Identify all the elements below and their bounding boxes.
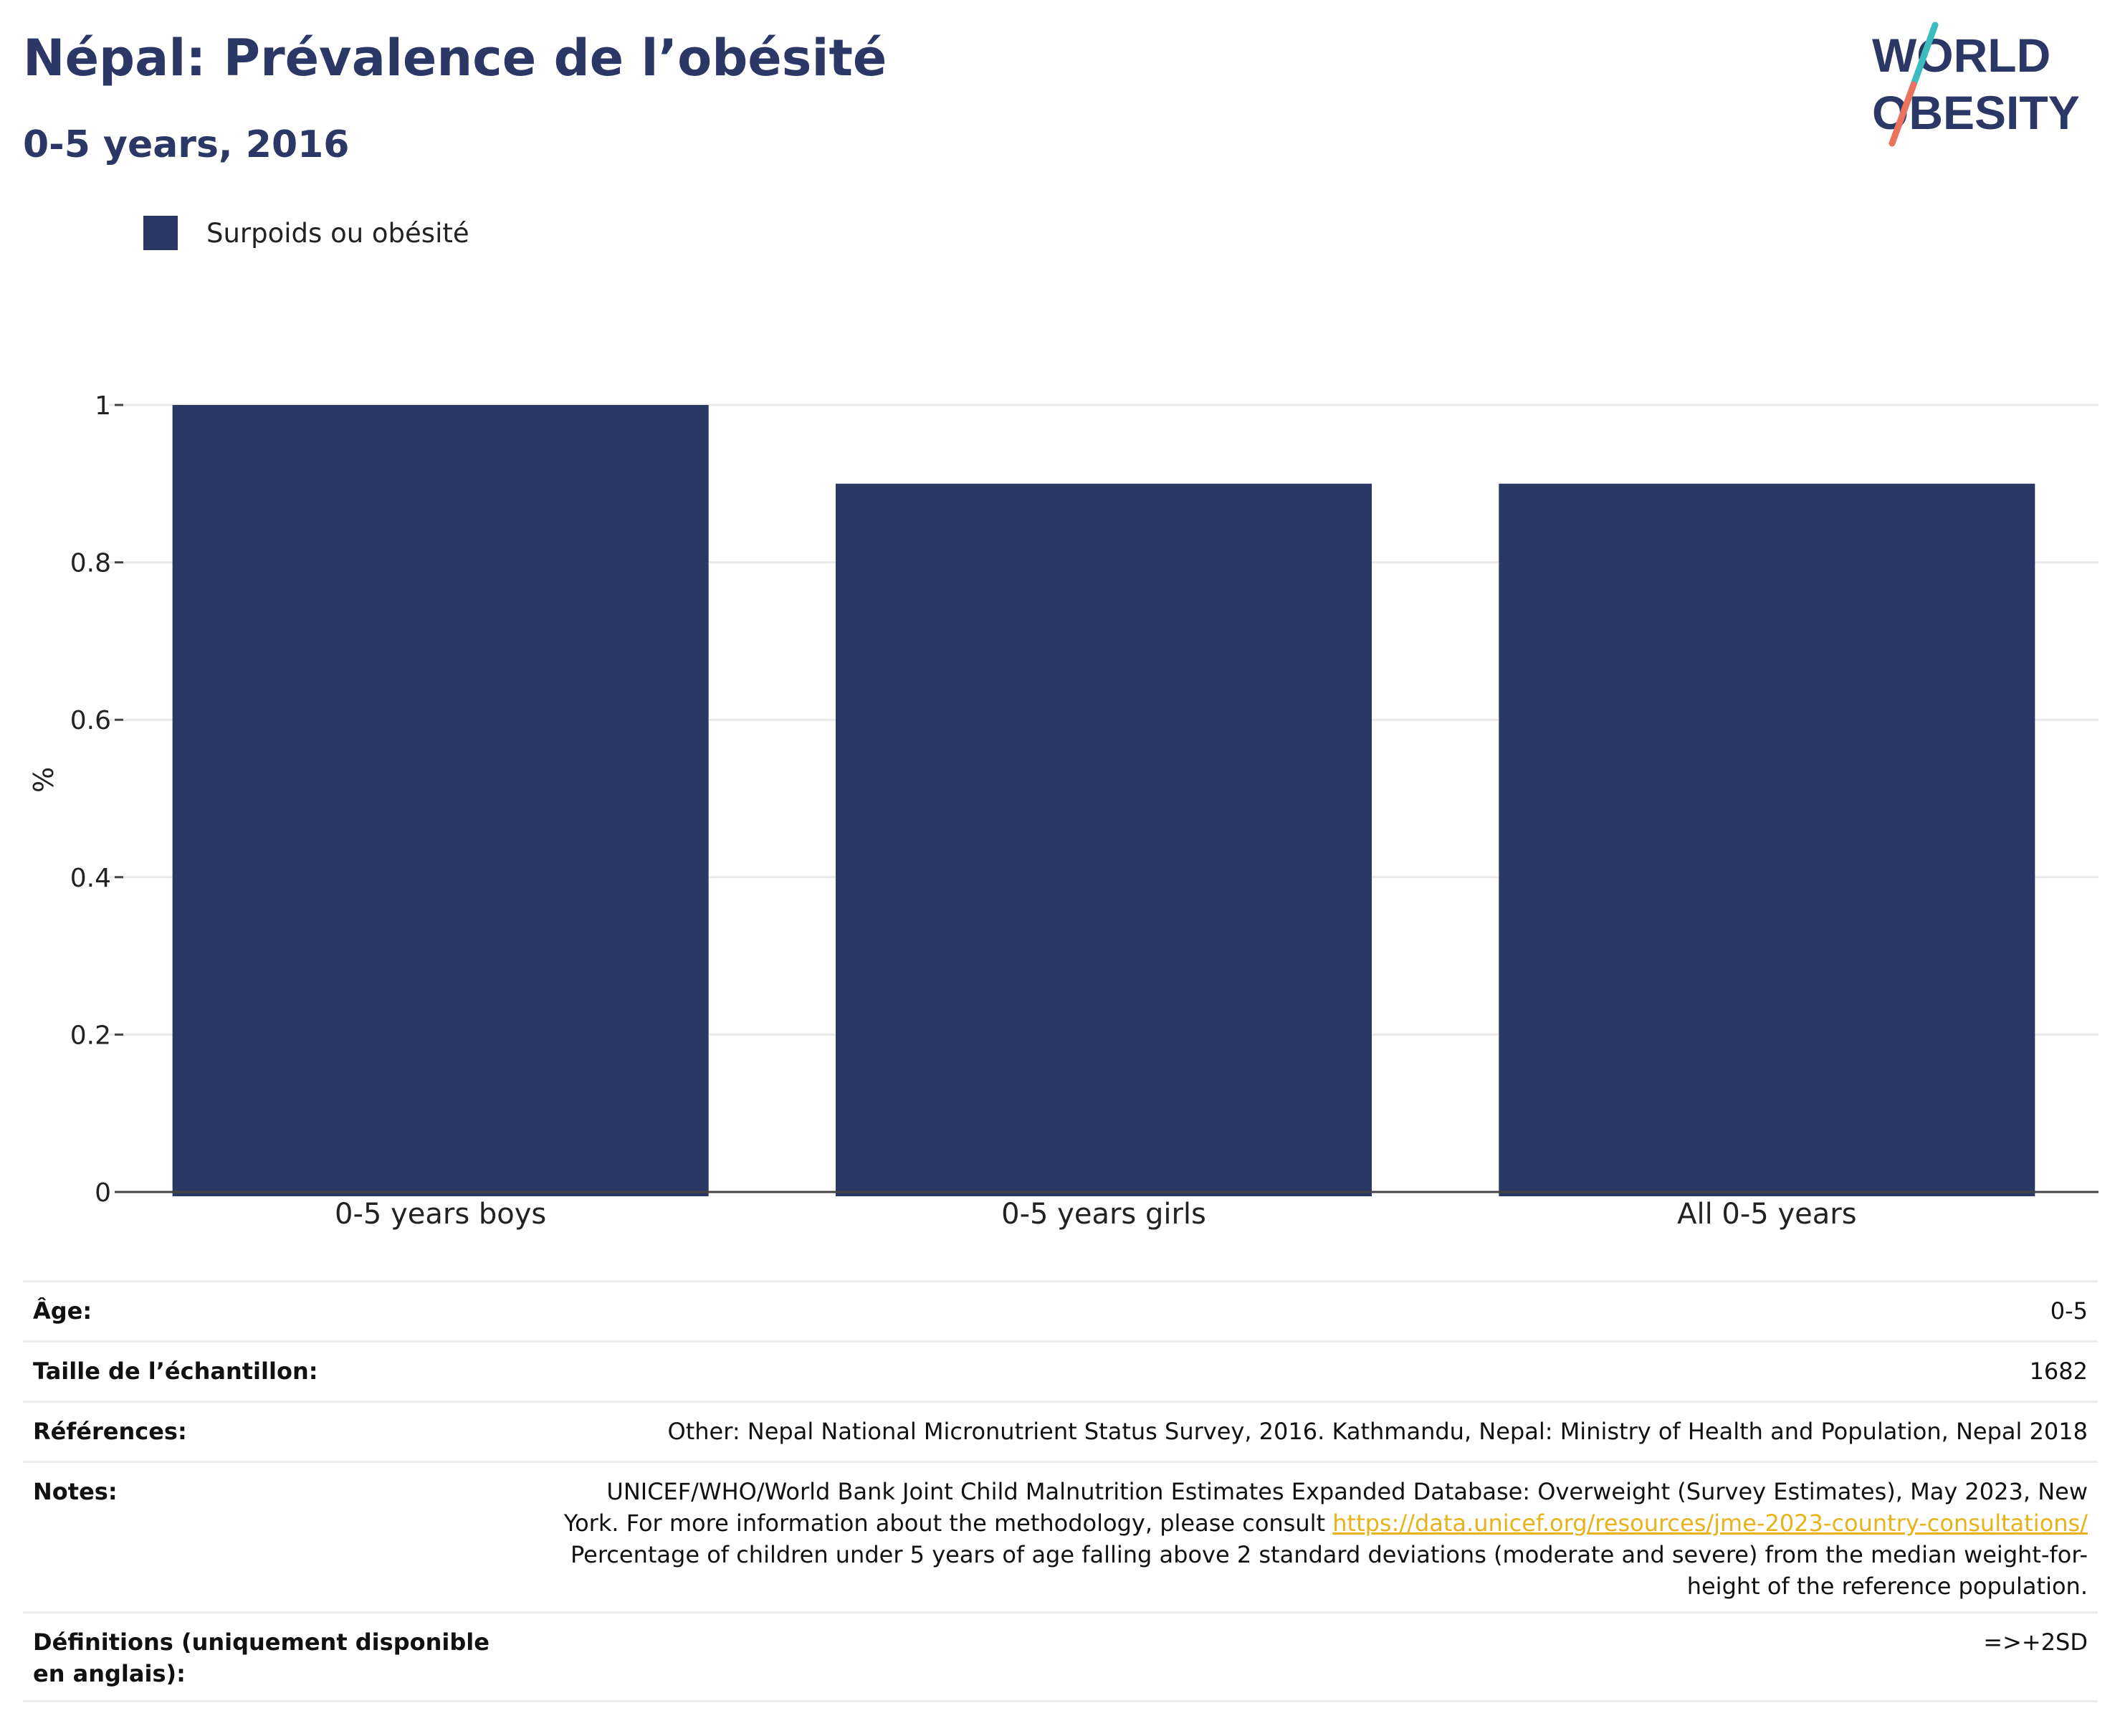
logo-slash-teal: [1910, 22, 1939, 88]
chart-subtitle: 0-5 years, 2016: [23, 123, 350, 166]
y-tick-label: 0.8: [70, 549, 111, 578]
age-value: 0-5: [2050, 1297, 2088, 1325]
y-axis-label: %: [28, 767, 59, 793]
x-tick-label: 0-5 years boys: [335, 1198, 546, 1231]
sample-value: 1682: [2029, 1358, 2088, 1385]
logo-line1: WORLD: [1872, 29, 2050, 82]
logo-slash-coral: [1889, 81, 1917, 147]
legend[interactable]: Surpoids ou obésité: [143, 215, 469, 251]
definitions-label: Définitions (uniquement disponible en an…: [33, 1628, 490, 1687]
y-tick-label: 0: [95, 1178, 111, 1208]
info-table: Âge: 0-5 Taille de l’échantillon: 1682 R…: [23, 1280, 2098, 1702]
age-label: Âge:: [33, 1297, 92, 1325]
y-tick-label: 0.4: [70, 864, 111, 893]
sample-label: Taille de l’échantillon:: [33, 1358, 318, 1385]
x-tick-label: All 0-5 years: [1677, 1198, 1856, 1231]
bar-3[interactable]: [1499, 483, 2035, 1196]
bar-2[interactable]: [836, 483, 1372, 1196]
references-label: Références:: [33, 1418, 187, 1445]
y-tick-label: 0.2: [70, 1021, 111, 1050]
chart-title: Népal: Prévalence de l’obésité: [23, 29, 887, 87]
notes-value: UNICEF/WHO/World Bank Joint Child Malnut…: [506, 1476, 2088, 1602]
bar-chart: 0 0.2 0.4 0.6 0.8 1% 0-5 years boys 0-5 years g…: [28, 391, 2098, 1231]
bar-1[interactable]: [172, 405, 709, 1196]
notes-line2: York. For more information about the met…: [563, 1510, 1333, 1537]
x-tick-label: 0-5 years girls: [1001, 1198, 1206, 1231]
definitions-value: =>+2SD: [1983, 1628, 2088, 1656]
info-row-notes: Notes: UNICEF/WHO/World Bank Joint Child…: [23, 1463, 2098, 1613]
references-value: Other: Nepal National Micronutrient Stat…: [667, 1418, 2088, 1445]
notes-line4: height of the reference population.: [1686, 1573, 2088, 1600]
world-obesity-logo: WORLD OBESITY: [1872, 22, 2080, 147]
info-row-age: Âge: 0-5: [23, 1282, 2098, 1342]
y-tick-label: 0.6: [70, 706, 111, 735]
notes-link[interactable]: https://data.unicef.org/resources/jme-20…: [1332, 1510, 2088, 1537]
notes-line3: Percentage of children under 5 years of …: [570, 1541, 2088, 1568]
legend-swatch: [143, 216, 178, 250]
notes-label: Notes:: [33, 1478, 118, 1505]
notes-line1: UNICEF/WHO/World Bank Joint Child Malnut…: [606, 1478, 2088, 1505]
y-tick-label: 1: [95, 391, 111, 421]
info-row-sample: Taille de l’échantillon: 1682: [23, 1342, 2098, 1403]
legend-label: Surpoids ou obésité: [206, 217, 469, 249]
info-row-references: Références: Other: Nepal National Micron…: [23, 1403, 2098, 1463]
info-row-definitions: Définitions (uniquement disponible en an…: [23, 1613, 2098, 1702]
